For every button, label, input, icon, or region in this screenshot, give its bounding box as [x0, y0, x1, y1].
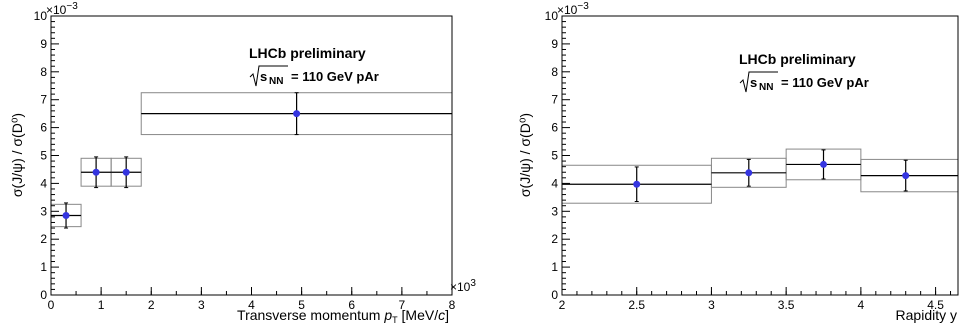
y-tick-label: 10: [34, 9, 48, 23]
data-point: [633, 180, 641, 188]
panel-pt: 0 1 2 3 4 5 6 7 8 9 10 0 1 2 3 4 5 6 7 8 ×10−3 ×103 σ(J/ψ) …: [9, 1, 476, 325]
y-tick-label: 5: [551, 149, 558, 163]
y-tick-label: 6: [40, 121, 47, 135]
y-tick-label: 0: [551, 288, 558, 302]
x-tick-label: 3: [708, 298, 715, 312]
y-tick-label: 4: [551, 176, 558, 190]
y-tick-label: 2: [551, 232, 558, 246]
x-tick-label: 8: [449, 298, 456, 312]
svg-text:= 110 GeV pAr: = 110 GeV pAr: [781, 75, 869, 90]
y-tick-label: 1: [551, 260, 558, 274]
data-point: [745, 169, 753, 177]
x-tick-label: 0: [48, 298, 55, 312]
y-tick-label: 7: [40, 93, 47, 107]
svg-text:NN: NN: [269, 76, 283, 87]
data-point: [62, 211, 70, 219]
panel-pt-lhcb-label: LHCb preliminary: [249, 45, 366, 61]
x-tick-label: 4.5: [927, 298, 944, 312]
y-tick-label: 8: [551, 65, 558, 79]
x-tick-label: 3: [198, 298, 205, 312]
panel-pt-energy-label: s NN = 110 GeV pAr: [249, 65, 379, 87]
y-tick-label: 9: [40, 37, 47, 51]
panel-rapidity-y-multiplier: ×10−3: [557, 1, 589, 17]
y-tick-label: 0: [40, 288, 47, 302]
data-point: [293, 110, 301, 118]
x-tick-label: 2: [559, 298, 566, 312]
panel-pt-ticks: 0 1 2 3 4 5 6 7 8 9 10 0 1 2 3 4 5 6 7 8: [34, 9, 456, 312]
data-point: [122, 168, 130, 176]
panel-rapidity-x-axis-label: Rapidity y: [896, 307, 957, 323]
y-tick-label: 9: [551, 37, 558, 51]
y-tick-label: 5: [40, 149, 47, 163]
data-point: [92, 168, 100, 176]
svg-text:= 110 GeV pAr: = 110 GeV pAr: [291, 69, 379, 84]
y-tick-label: 6: [551, 121, 558, 135]
x-tick-label: 5: [298, 298, 305, 312]
x-tick-label: 2: [148, 298, 155, 312]
panel-pt-x-axis-label: Transverse momentum pT [MeV/c]: [237, 307, 449, 325]
x-tick-label: 7: [399, 298, 406, 312]
x-tick-label: 6: [348, 298, 355, 312]
y-tick-label: 10: [545, 9, 559, 23]
panel-pt-boxes: [50, 92, 453, 228]
svg-text:s: s: [260, 69, 267, 84]
data-point: [902, 172, 910, 180]
panel-pt-points: [51, 92, 452, 229]
y-tick-label: 3: [40, 204, 47, 218]
x-tick-label: 3.5: [778, 298, 795, 312]
panel-rapidity-energy-label: s NN = 110 GeV pAr: [739, 71, 869, 93]
panel-pt-y-axis-label: σ(J/ψ) / σ(D⁰): [9, 113, 25, 197]
x-tick-label: 2.5: [628, 298, 645, 312]
y-tick-label: 7: [551, 93, 558, 107]
x-tick-label: 4: [858, 298, 865, 312]
data-point: [820, 160, 828, 168]
svg-text:NN: NN: [759, 82, 773, 93]
x-tick-label: 4: [248, 298, 255, 312]
y-tick-label: 8: [40, 65, 47, 79]
panel-rapidity-points: [562, 149, 958, 203]
svg-text:s: s: [750, 75, 757, 90]
y-tick-label: 1: [40, 260, 47, 274]
panel-rapidity-ticks: 0 1 2 3 4 5 6 7 8 9 10 2 2.5 3 3.5 4 4.5: [545, 9, 952, 312]
panel-rapidity: 0 1 2 3 4 5 6 7 8 9 10 2 2.5 3 3.5 4 4.5 ×10−3 σ(J/ψ) / …: [517, 1, 959, 323]
panel-rapidity-lhcb-label: LHCb preliminary: [739, 51, 856, 67]
panel-pt-y-multiplier: ×10−3: [46, 1, 78, 17]
y-tick-label: 3: [551, 204, 558, 218]
y-tick-label: 2: [40, 232, 47, 246]
x-tick-label: 1: [98, 298, 105, 312]
panel-pt-x-multiplier: ×103: [450, 278, 476, 294]
panel-rapidity-y-axis-label: σ(J/ψ) / σ(D⁰): [517, 113, 533, 197]
y-tick-label: 4: [40, 176, 47, 190]
